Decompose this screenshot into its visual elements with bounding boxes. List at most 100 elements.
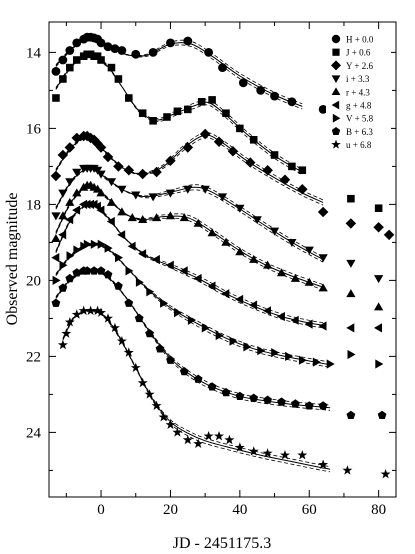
- data-point: [114, 75, 123, 83]
- data-point: [166, 355, 175, 364]
- data-point: [82, 266, 92, 275]
- data-point: [304, 277, 314, 286]
- legend-marker: [332, 113, 341, 123]
- model-curve: [55, 243, 331, 366]
- data-point: [374, 275, 384, 284]
- data-points: [50, 32, 395, 479]
- data-point: [51, 66, 61, 76]
- data-point: [201, 323, 210, 333]
- data-point: [96, 205, 105, 215]
- data-point: [90, 239, 99, 249]
- data-point: [64, 317, 75, 327]
- data-point: [125, 266, 134, 276]
- data-point: [207, 281, 216, 291]
- data-point: [373, 222, 384, 233]
- data-point: [213, 136, 225, 147]
- data-point: [318, 321, 327, 331]
- data-point: [165, 260, 174, 270]
- data-point: [72, 205, 81, 215]
- data-point: [173, 107, 182, 116]
- data-point: [345, 218, 357, 229]
- data-point: [123, 165, 135, 176]
- data-point: [193, 374, 203, 383]
- data-point: [107, 63, 116, 72]
- data-point: [52, 94, 60, 102]
- data-point: [138, 215, 148, 223]
- data-point: [96, 170, 106, 179]
- data-point: [262, 448, 273, 458]
- data-point: [155, 344, 165, 353]
- data-point: [222, 109, 230, 117]
- data-point: [72, 38, 82, 48]
- data-point: [347, 194, 355, 203]
- data-point: [89, 266, 99, 275]
- data-point: [262, 165, 273, 176]
- data-point: [88, 134, 100, 146]
- data-point: [312, 357, 321, 367]
- data-point: [318, 283, 328, 292]
- data-point: [245, 157, 256, 168]
- data-point: [71, 309, 82, 319]
- data-point: [298, 166, 307, 174]
- data-point: [200, 185, 210, 194]
- data-point: [135, 277, 144, 287]
- data-point: [151, 213, 162, 222]
- model-curve-envelope: [55, 270, 331, 411]
- data-point: [346, 410, 356, 419]
- legend: H + 0.0 J + 0.6 Y + 2.6 i + 3.3 r + 4.3 g + 4…: [326, 30, 391, 156]
- data-point: [106, 216, 115, 227]
- data-point: [182, 434, 193, 445]
- data-point: [149, 117, 157, 125]
- data-point: [263, 260, 273, 269]
- data-point: [290, 315, 299, 325]
- data-point: [137, 168, 148, 180]
- data-point: [183, 185, 193, 194]
- x-tick-label: 60: [302, 502, 317, 518]
- data-point: [106, 178, 117, 187]
- data-point: [256, 85, 266, 95]
- data-point: [57, 149, 69, 161]
- data-point: [377, 410, 387, 419]
- data-point: [109, 322, 120, 333]
- y-tick-label: 16: [26, 121, 42, 137]
- data-point: [137, 377, 148, 388]
- data-point: [172, 427, 183, 437]
- data-point: [130, 362, 141, 372]
- data-point: [73, 245, 82, 255]
- data-point: [318, 401, 328, 410]
- data-point: [102, 151, 114, 163]
- data-point: [199, 128, 211, 140]
- legend-label: Y + 2.6: [346, 61, 373, 71]
- data-point: [72, 56, 81, 64]
- data-point: [287, 97, 297, 107]
- data-point: [214, 431, 224, 441]
- x-tick-label: 40: [232, 502, 247, 518]
- data-point: [197, 98, 206, 106]
- y-tick-label: 18: [26, 197, 41, 213]
- data-point: [158, 412, 169, 422]
- data-point: [50, 170, 62, 182]
- data-point: [193, 273, 202, 284]
- model-curve-envelope: [55, 244, 331, 368]
- data-point: [72, 188, 82, 197]
- data-point: [347, 349, 356, 360]
- legend-label: V + 5.8: [346, 114, 374, 124]
- data-point: [221, 237, 231, 246]
- legend-marker: [331, 127, 341, 135]
- data-point: [114, 281, 123, 290]
- data-point: [236, 124, 244, 133]
- x-tick-label: 20: [163, 502, 178, 518]
- data-point: [249, 393, 259, 402]
- data-point: [174, 308, 182, 318]
- data-point: [318, 254, 328, 263]
- data-point: [249, 254, 259, 263]
- data-point: [103, 270, 113, 279]
- data-point: [58, 211, 68, 220]
- model-curve-envelope: [55, 35, 303, 105]
- data-point: [78, 305, 89, 315]
- data-point: [65, 273, 75, 283]
- data-point: [165, 155, 176, 166]
- data-point: [64, 142, 76, 153]
- data-point: [269, 227, 280, 236]
